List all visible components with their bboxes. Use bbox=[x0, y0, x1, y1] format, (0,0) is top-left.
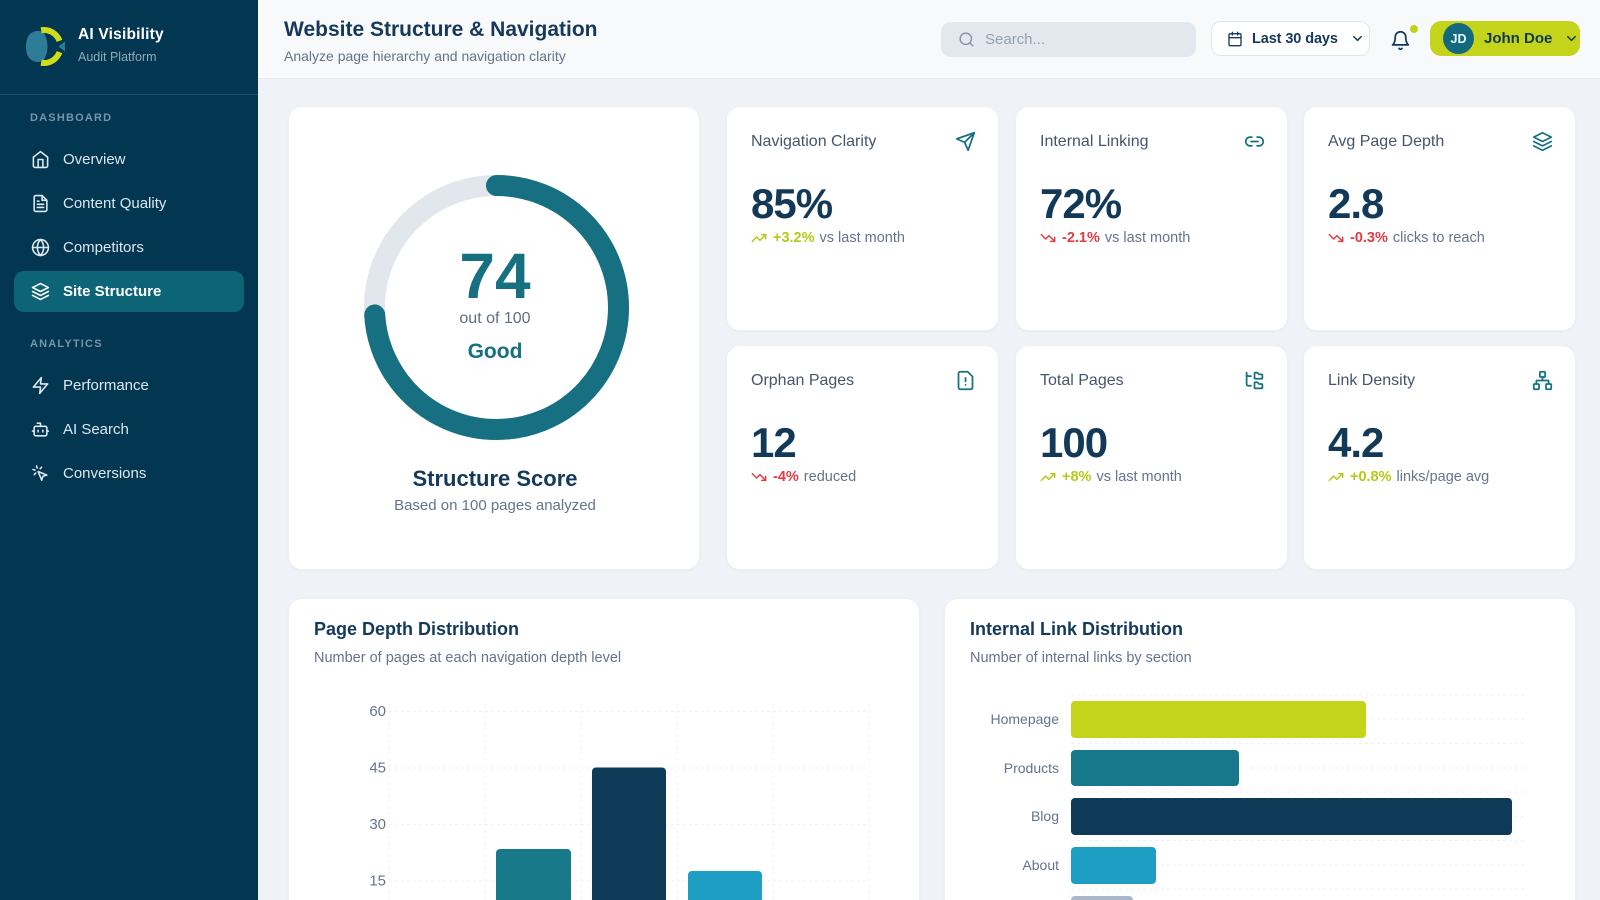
svg-text:Blog: Blog bbox=[1031, 808, 1059, 824]
svg-text:60: 60 bbox=[369, 703, 386, 720]
svg-text:Products: Products bbox=[1004, 760, 1059, 776]
svg-text:15: 15 bbox=[369, 873, 386, 890]
svg-text:30: 30 bbox=[369, 816, 386, 833]
svg-text:45: 45 bbox=[369, 760, 386, 777]
svg-text:About: About bbox=[1022, 857, 1059, 873]
svg-text:Homepage: Homepage bbox=[991, 711, 1060, 727]
